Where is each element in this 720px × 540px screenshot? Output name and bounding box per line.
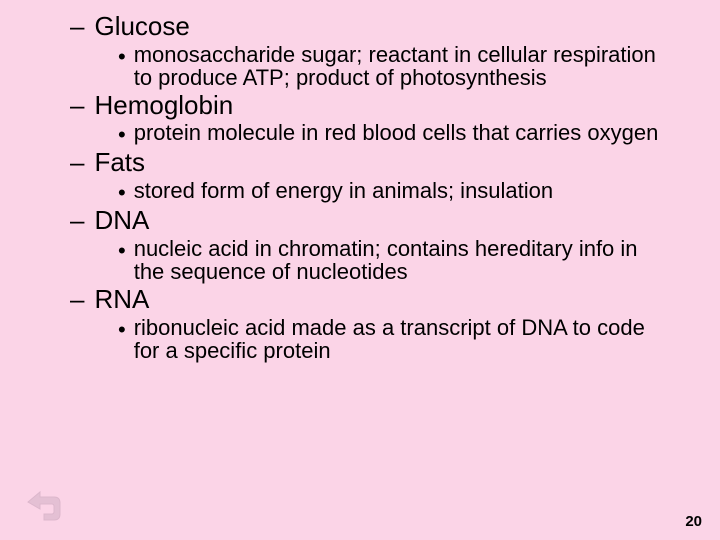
definition-text: stored form of energy in animals; insula…	[134, 179, 553, 202]
dash-bullet: –	[70, 148, 84, 177]
definition-text: ribonucleic acid made as a transcript of…	[134, 316, 670, 362]
definition-text: protein molecule in red blood cells that…	[134, 121, 659, 144]
dot-bullet: •	[118, 123, 126, 146]
dot-bullet: •	[118, 45, 126, 68]
dot-bullet: •	[118, 239, 126, 262]
definition-row: • protein molecule in red blood cells th…	[70, 121, 670, 146]
term-row: – Glucose	[70, 12, 670, 41]
term-row: – Fats	[70, 148, 670, 177]
dash-bullet: –	[70, 12, 84, 41]
term-label: Fats	[94, 148, 145, 177]
definition-row: • nucleic acid in chromatin; contains he…	[70, 237, 670, 283]
term-label: Glucose	[94, 12, 189, 41]
term-label: Hemoglobin	[94, 91, 233, 120]
term-label: RNA	[94, 285, 149, 314]
dot-bullet: •	[118, 181, 126, 204]
term-row: – DNA	[70, 206, 670, 235]
dash-bullet: –	[70, 206, 84, 235]
definition-row: • ribonucleic acid made as a transcript …	[70, 316, 670, 362]
dash-bullet: –	[70, 285, 84, 314]
dot-bullet: •	[118, 318, 126, 341]
slide-content: – Glucose • monosaccharide sugar; reacta…	[0, 0, 720, 362]
term-row: – Hemoglobin	[70, 91, 670, 120]
term-label: DNA	[94, 206, 149, 235]
definition-row: • monosaccharide sugar; reactant in cell…	[70, 43, 670, 89]
back-return-icon[interactable]	[22, 484, 66, 522]
dash-bullet: –	[70, 91, 84, 120]
definition-row: • stored form of energy in animals; insu…	[70, 179, 670, 204]
term-row: – RNA	[70, 285, 670, 314]
definition-text: monosaccharide sugar; reactant in cellul…	[134, 43, 670, 89]
definition-text: nucleic acid in chromatin; contains here…	[134, 237, 670, 283]
page-number: 20	[685, 513, 702, 530]
